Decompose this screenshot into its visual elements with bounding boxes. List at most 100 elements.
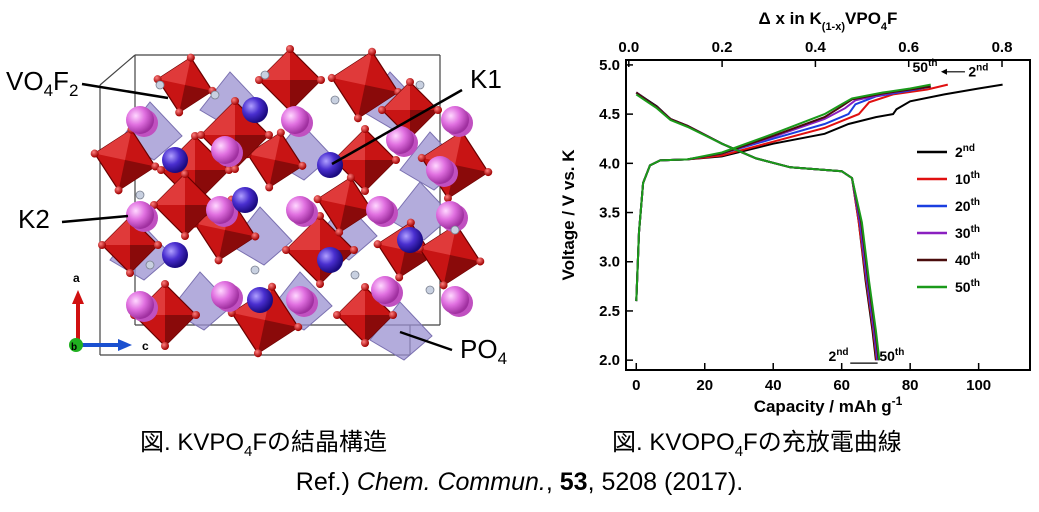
k2-atom: [126, 291, 154, 319]
k2-atom: [426, 156, 454, 184]
series-30th-discharge-line: [635, 91, 879, 361]
legend-label-10th: 10th: [955, 170, 980, 187]
x-tick-label: 20: [696, 377, 713, 394]
top-x-tick-label: 0.6: [898, 39, 919, 56]
f-atom: [415, 80, 425, 90]
series-40th-charge-line: [635, 85, 931, 302]
series-30th-charge-line: [635, 85, 931, 302]
k1-atom: [397, 227, 423, 253]
x-axis-label-bottom: Capacity / mAh g-1: [754, 394, 903, 416]
po4-tetrahedron: [229, 206, 293, 266]
top-x-tick-label: 0.0: [618, 39, 639, 56]
k1-atom: [232, 187, 258, 213]
legend-label-40th: 40th: [955, 251, 980, 268]
k2-atom: [386, 126, 414, 154]
chart-series-lines: [635, 83, 1003, 361]
series-20th-discharge-line: [635, 91, 879, 361]
k1-atom: [162, 242, 188, 268]
k2-atom: [126, 106, 154, 134]
axes-triad: a b c: [69, 271, 149, 353]
y-tick-label: 2.5: [599, 303, 620, 320]
vo4f2-octahedron: [327, 47, 403, 123]
y-tick-label: 2.0: [599, 352, 620, 369]
y-tick-label: 5.0: [599, 57, 620, 74]
k1-atom: [317, 152, 343, 178]
y-tick-label: 4.5: [599, 106, 620, 123]
f-atom: [135, 190, 145, 200]
series-20th-charge-line: [635, 85, 931, 302]
x-tick-label: 60: [833, 377, 850, 394]
vo4f2-octahedron: [415, 220, 485, 290]
legend-label-30th: 30th: [955, 224, 980, 241]
reference-citation: Ref.) Chem. Commun., 53, 5208 (2017).: [295, 468, 744, 496]
k2-atom: [281, 106, 309, 134]
plot-frame: [625, 59, 1031, 371]
annotation-arrowhead: [940, 68, 947, 75]
annotation-2nd: 2nd: [829, 347, 849, 364]
series-50th-discharge-line: [635, 93, 881, 361]
f-atom: [145, 260, 155, 270]
f-atom: [450, 225, 460, 235]
axis-label-b: b: [71, 342, 77, 353]
y-tick-label: 3.0: [599, 254, 620, 271]
po4-pointer: [399, 330, 453, 352]
k2-atom: [371, 276, 399, 304]
f-atom: [350, 270, 360, 280]
f-atom: [210, 90, 220, 100]
vo4f2-octahedron: [90, 125, 160, 195]
k2-label: K2: [18, 204, 50, 234]
series-40th-discharge-line: [635, 91, 880, 361]
k2-atom: [126, 201, 154, 229]
top-x-tick-label: 0.8: [992, 39, 1013, 56]
x-axis-label-top: Δ x in K(1-x)VPO4F: [759, 9, 898, 33]
series-50th-charge-line: [635, 83, 931, 302]
axis-label-c: c: [142, 339, 149, 353]
k2-atom: [441, 106, 469, 134]
top-x-tick-label: 0.4: [805, 39, 827, 56]
reference-journal: Chem. Commun.: [356, 468, 546, 496]
annotation-50th: 50th: [879, 347, 904, 364]
f-atom: [155, 80, 165, 90]
k2-atom: [211, 136, 239, 164]
x-tick-label: 100: [966, 377, 991, 394]
y-tick-label: 3.5: [599, 205, 620, 222]
f-atom: [330, 95, 340, 105]
legend-label-2nd: 2nd: [955, 143, 975, 160]
legend-label-20th: 20th: [955, 197, 980, 214]
k1-atom: [247, 287, 273, 313]
chart-annotations: 50th 2nd 2nd 50th: [829, 58, 989, 364]
annotation-2nd: 2nd: [968, 63, 988, 80]
f-atom: [250, 265, 260, 275]
series-2nd-discharge-line: [635, 91, 877, 361]
caption-chart: 図. KVOPO4Fの充放電曲線: [612, 429, 902, 460]
k1-label: K1: [470, 64, 502, 94]
series-10th-discharge-line: [635, 91, 878, 361]
vo4f2-octahedron: [243, 128, 307, 192]
x-tick-label: 80: [902, 377, 919, 394]
chart-legend: 2nd 10th 20th 30th 40th 50th: [917, 143, 980, 295]
crystal-structure-figure: a b c: [61, 45, 493, 361]
k1-pointer: [331, 88, 463, 166]
k2-atom: [206, 196, 234, 224]
annotation-50th: 50th: [913, 58, 938, 75]
k2-atom: [441, 286, 469, 314]
caption-structure: 図. KVPO4Fの結晶構造: [140, 429, 388, 460]
charge-discharge-chart: 0 20 40 60 80 100 2.0 2.5 3.0 3.5 4.0 4.5 5.00.0 0.2 0…: [559, 9, 1031, 416]
vo4f2-octahedron: [313, 173, 377, 237]
f-atom: [425, 285, 435, 295]
k2-atom: [436, 201, 464, 229]
potassium-atoms: [126, 70, 473, 322]
x-tick-label: 40: [765, 377, 782, 394]
k1-atom: [162, 147, 188, 173]
legend-label-50th: 50th: [955, 278, 980, 295]
cell-edge: [99, 54, 136, 86]
po4-label: PO4: [460, 334, 508, 369]
k2-pointer: [61, 214, 129, 224]
k2-atom: [286, 196, 314, 224]
k1-atom: [242, 97, 268, 123]
y-tick-label: 4.0: [599, 155, 620, 172]
x-tick-label: 0: [632, 377, 640, 394]
vo4f2-pointer: [81, 82, 169, 100]
series-10th-charge-line: [635, 83, 949, 302]
k2-atom: [366, 196, 394, 224]
